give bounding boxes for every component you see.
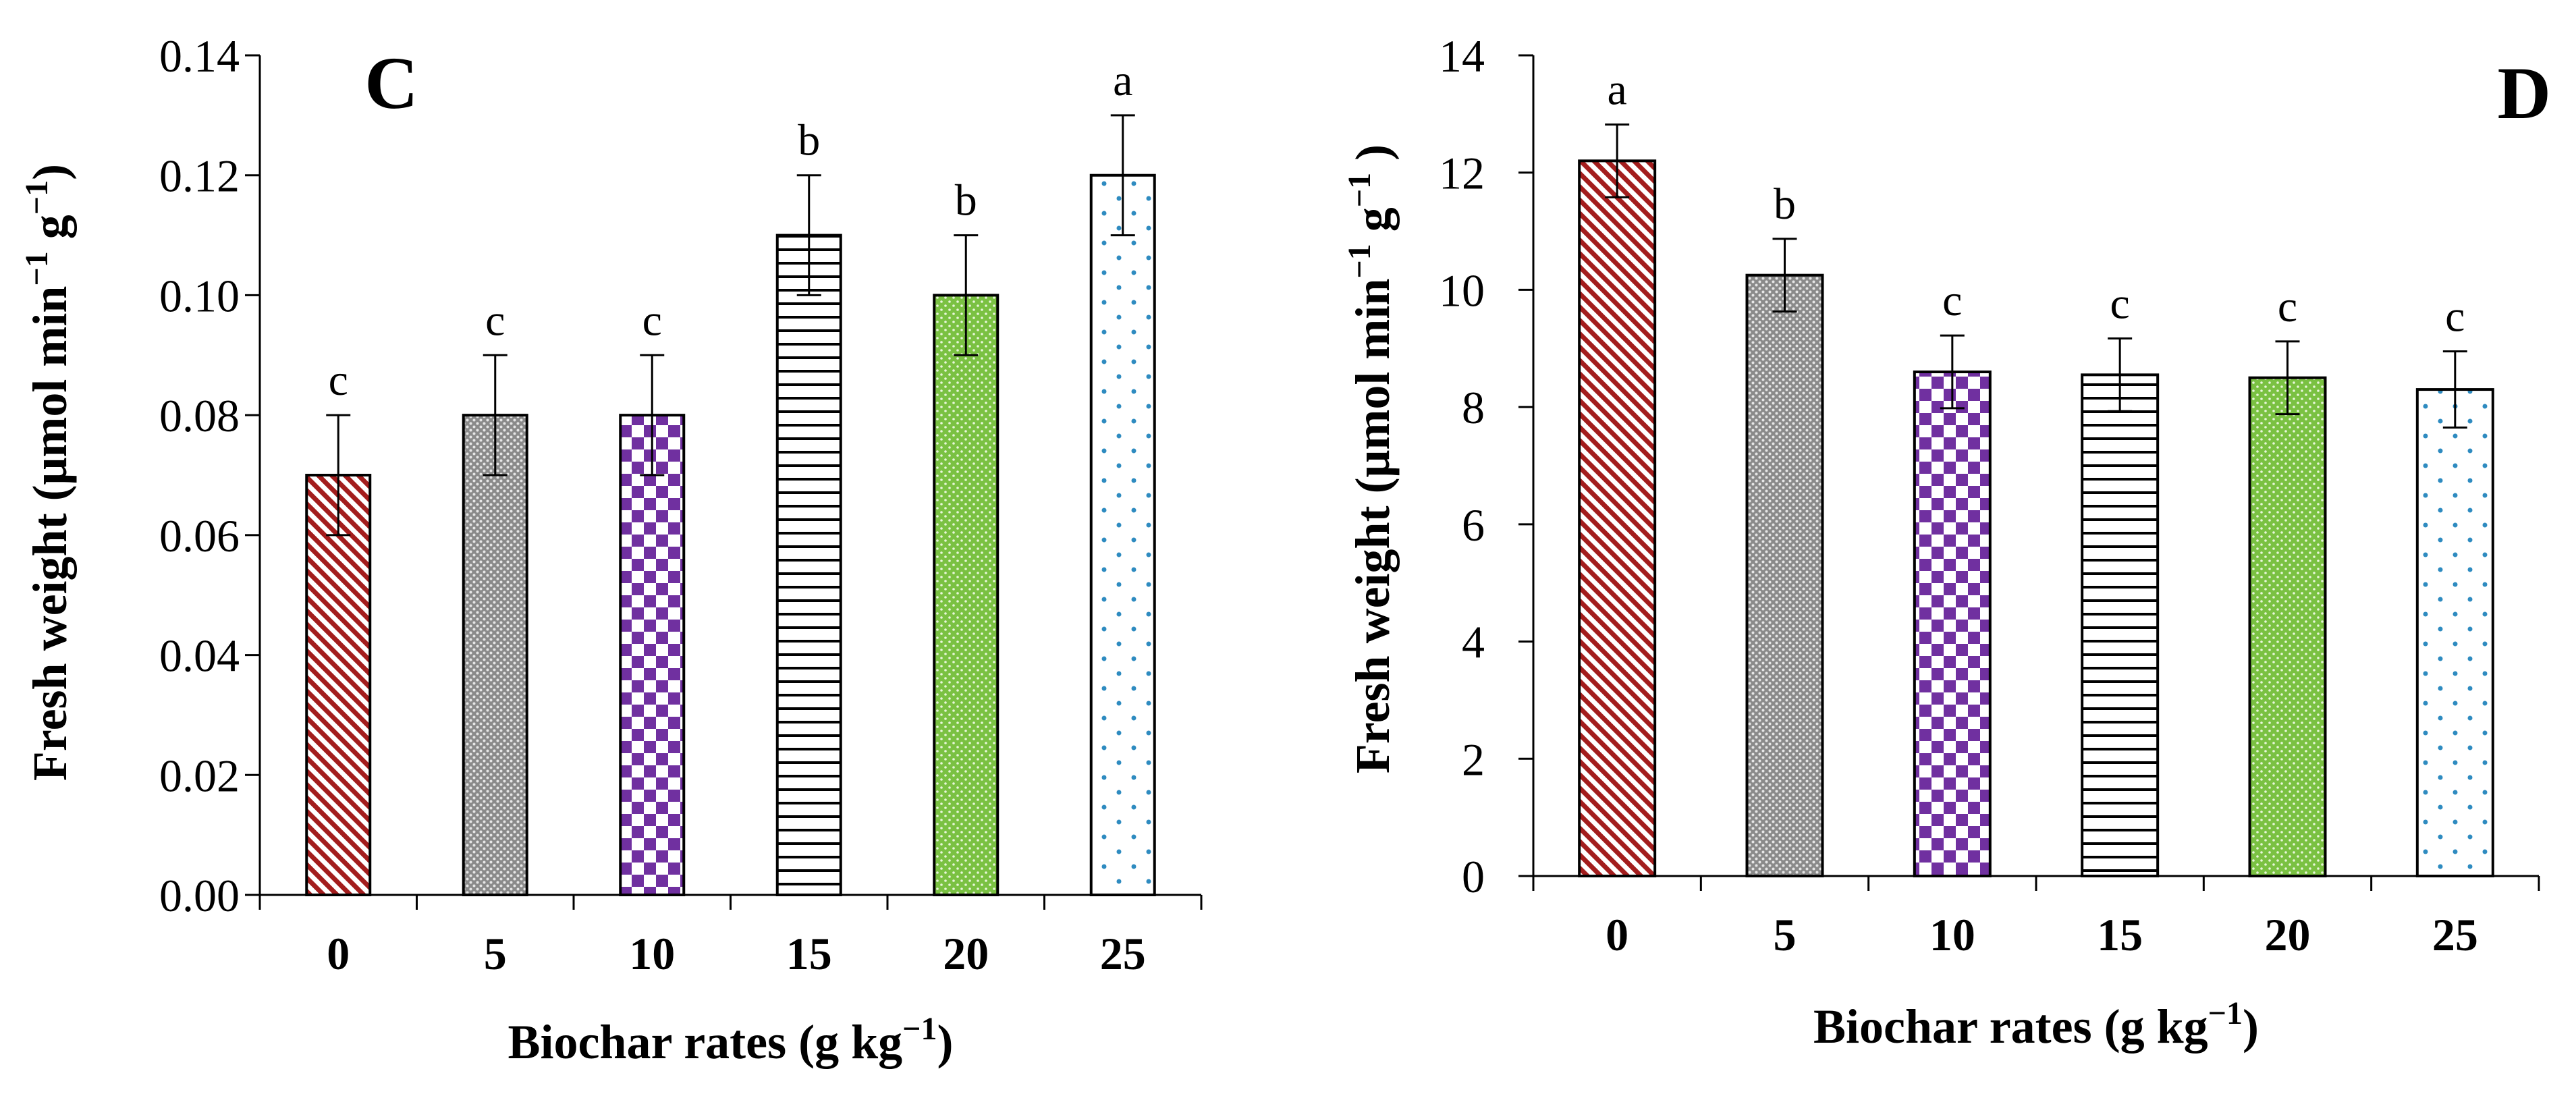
bar-15 — [2081, 373, 2160, 877]
x-tick-label: 20 — [943, 928, 989, 979]
significance-letter: b — [955, 176, 977, 225]
x-tick-label: 25 — [1100, 928, 1146, 979]
bar-25 — [1089, 173, 1156, 897]
panel-label: C — [364, 42, 418, 124]
x-tick-label: 5 — [484, 928, 507, 979]
x-tick-label: 10 — [1929, 909, 1975, 960]
significance-letter: c — [2445, 292, 2465, 341]
y-tick-label: 0.10 — [159, 270, 240, 321]
bar-10 — [1913, 371, 1992, 877]
x-tick-label: 10 — [629, 928, 675, 979]
x-tick-label: 15 — [786, 928, 832, 979]
significance-letter: c — [485, 296, 505, 345]
y-axis-title: Fresh weight (μmol min−1 g−1 ) — [1342, 144, 1400, 773]
y-tick-label: 2 — [1462, 734, 1485, 785]
bar-10 — [619, 414, 686, 896]
significance-letter: c — [329, 356, 348, 405]
significance-letter: b — [798, 116, 820, 165]
y-tick-label: 10 — [1439, 265, 1485, 316]
bar-25 — [2415, 388, 2494, 877]
y-tick-label: 14 — [1439, 30, 1485, 82]
x-tick-label: 0 — [327, 928, 350, 979]
y-tick-label: 0.00 — [159, 870, 240, 921]
x-axis-title: Biochar rates (g kg−1) — [1813, 995, 2259, 1054]
significance-letter: c — [1942, 276, 1962, 325]
significance-letter: b — [1774, 180, 1796, 229]
x-tick-label: 20 — [2265, 909, 2311, 960]
bar-15 — [775, 234, 842, 897]
x-axis-title: Biochar rates (g kg−1) — [508, 1011, 954, 1069]
x-tick-label: 25 — [2432, 909, 2478, 960]
x-tick-label: 15 — [2097, 909, 2143, 960]
panel-d: 0 2 4 6 8 10 12 14 a 0 b 5 c 10 c 15 c 20 c 25 Biochar rates… — [1342, 30, 2551, 1054]
y-tick-label: 0.02 — [159, 750, 240, 801]
panel-label: D — [2498, 52, 2551, 134]
y-tick-label: 0 — [1462, 851, 1485, 902]
y-tick-label: 0.04 — [159, 630, 240, 682]
significance-letter: c — [2278, 282, 2297, 331]
bar-0 — [1578, 159, 1657, 877]
significance-letter: c — [642, 296, 662, 345]
bar-20 — [2248, 376, 2327, 877]
y-tick-label: 8 — [1462, 382, 1485, 433]
y-tick-label: 12 — [1439, 148, 1485, 199]
bar-20 — [933, 294, 999, 896]
significance-letter: a — [1113, 56, 1132, 105]
y-tick-label: 0.08 — [159, 390, 240, 441]
y-axis-title: Fresh weight (μmol min−1 g−1) — [19, 164, 77, 781]
x-tick-label: 0 — [1606, 909, 1628, 960]
significance-letter: c — [2110, 279, 2130, 329]
bar-5 — [462, 414, 528, 896]
y-tick-label: 0.12 — [159, 151, 240, 202]
y-tick-label: 6 — [1462, 499, 1485, 551]
y-tick-label: 4 — [1462, 617, 1485, 668]
y-tick-label: 0.06 — [159, 510, 240, 562]
bar-5 — [1745, 273, 1824, 877]
y-tick-label: 0.14 — [159, 30, 240, 82]
x-tick-label: 5 — [1774, 909, 1797, 960]
significance-letter: a — [1608, 65, 1627, 114]
panel-c: 0.00 0.02 0.04 0.06 0.08 0.10 0.12 0.14 c 0 c 5 c 10 b… — [19, 30, 1203, 1069]
bar-0 — [305, 474, 372, 896]
